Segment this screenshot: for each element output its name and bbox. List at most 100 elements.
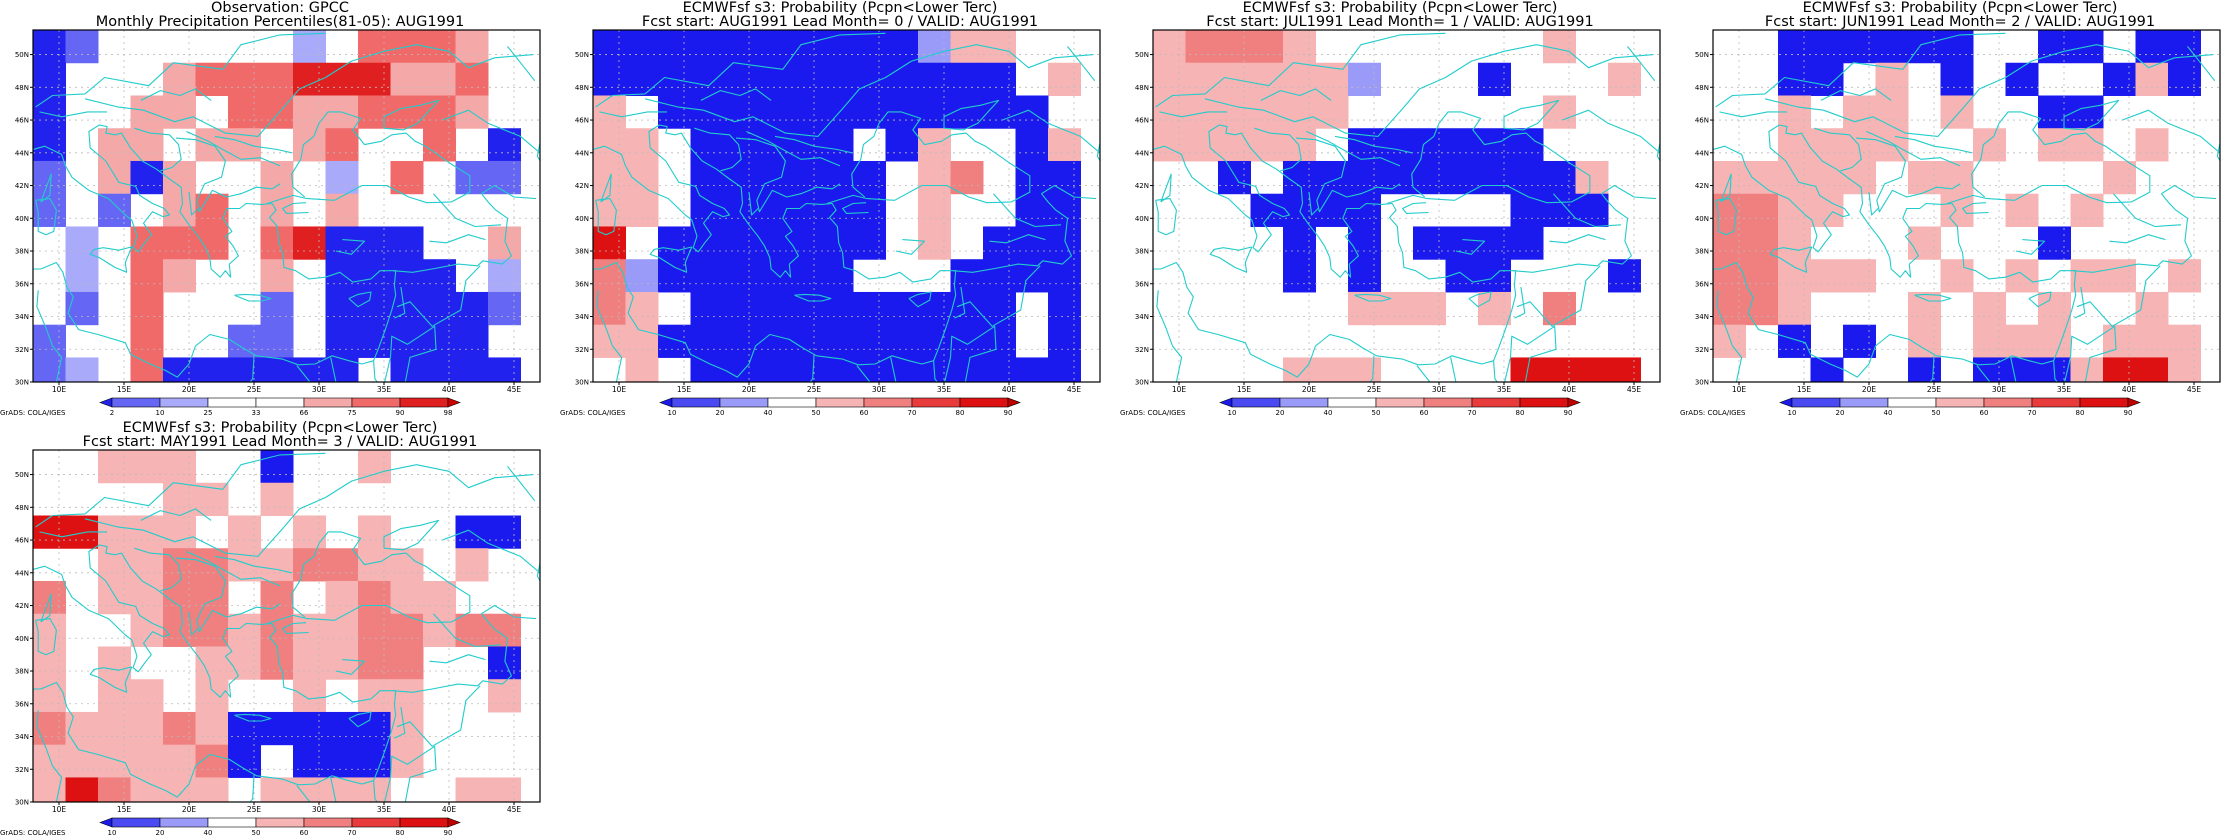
coastline <box>1468 291 1492 308</box>
grid-cell <box>1940 62 1974 96</box>
grid-cell <box>690 259 724 293</box>
coastline <box>89 666 133 693</box>
grid-cell <box>2168 259 2201 293</box>
grid-cell <box>163 95 196 129</box>
y-tick-label: 38N <box>1695 248 1709 256</box>
grid-cell <box>1713 259 1746 293</box>
grid-cell <box>423 613 456 647</box>
grid-cell <box>1348 160 1381 195</box>
coastline <box>1155 198 1177 236</box>
colorbar-label: 75 <box>348 409 357 417</box>
coastline <box>84 464 534 557</box>
colorbar-label: 80 <box>2076 409 2085 417</box>
coastline <box>249 775 255 802</box>
grid-cell <box>390 160 424 195</box>
grid-cell <box>1908 30 1941 64</box>
map-frame <box>1712 29 2221 383</box>
grid-cell <box>690 95 724 129</box>
grid-cell <box>593 128 626 162</box>
grid-cell <box>2103 357 2136 382</box>
coastline <box>895 239 926 255</box>
colorbar-segment <box>767 397 817 408</box>
grid-cell <box>755 226 789 260</box>
grid-cell <box>918 128 951 162</box>
x-tick-label: 15E <box>117 385 132 394</box>
grid-cell <box>390 744 424 778</box>
grid-cell <box>1843 30 1876 64</box>
grid-cell <box>983 259 1016 293</box>
colorbar-label: 10 <box>1788 409 1797 417</box>
coastline <box>39 111 108 118</box>
coastline <box>1254 127 1302 172</box>
grid-cell <box>293 646 326 680</box>
y-tick-label: 50N <box>15 51 29 59</box>
colorbar-segment <box>1935 397 1985 408</box>
coastline <box>735 137 841 213</box>
grid-cell <box>1608 357 1641 382</box>
grid-cell <box>820 62 854 96</box>
y-tick-label: 48N <box>575 84 589 92</box>
coastline <box>396 685 481 747</box>
y-tick-label: 38N <box>575 248 589 256</box>
grid-cell <box>488 777 521 802</box>
grid-cell <box>1543 291 1576 326</box>
grid-cell <box>1875 30 1909 64</box>
grid-cell <box>33 744 66 778</box>
x-tick-label: 35E <box>377 385 392 394</box>
coastline <box>36 710 63 802</box>
grid-cell <box>195 357 229 382</box>
panel-title: ECMWFsf s3: Probability (Pcpn<Lower Terc… <box>682 0 998 16</box>
grid-lines <box>1713 30 2220 382</box>
coastline <box>214 135 292 154</box>
x-tick-label: 20E <box>1302 385 1317 394</box>
coastline <box>186 130 281 167</box>
map-frame <box>32 449 541 803</box>
grid-cell <box>1445 128 1479 162</box>
colorbar-label: 40 <box>1884 409 1893 417</box>
coastline <box>1516 265 1601 327</box>
grid-cell <box>130 679 164 713</box>
coastline <box>1820 88 1892 101</box>
coastline <box>175 557 281 633</box>
colorbar-label: 20 <box>1836 409 1845 417</box>
grid-cell <box>1745 259 1779 293</box>
grid-cell <box>98 128 131 162</box>
grid-cell <box>455 548 489 582</box>
y-tick-label: 40N <box>15 635 29 643</box>
coastline <box>1160 173 1172 203</box>
x-tick-label: 40E <box>1562 385 1577 394</box>
coastline <box>2109 234 2166 244</box>
map-plot: 10E 15E 20E 25E 30E 35E 40E 45E 30N 32N 34N 36N 38N 4… <box>15 449 541 837</box>
grid-cell <box>1348 62 1381 96</box>
x-tick-label: 40E <box>442 385 457 394</box>
grid-cell <box>918 95 951 129</box>
shaded-cells <box>33 450 521 802</box>
panel-title: Observation: GPCC <box>210 0 350 16</box>
coastline <box>953 184 1097 273</box>
x-tick-label: 45E <box>507 385 522 394</box>
coastline <box>383 519 440 551</box>
panel-subtitle: Monthly Precipitation Percentiles(81-05)… <box>95 14 465 30</box>
grid-cell <box>625 160 659 195</box>
grid-cell <box>1973 128 2006 162</box>
grid-cell <box>918 324 951 358</box>
grid-cell <box>950 324 984 358</box>
colorbar: 10 20 40 50 60 70 80 90 <box>99 817 461 837</box>
grid-cell <box>390 62 424 96</box>
colorbar-label: 90 <box>396 409 405 417</box>
grads-credit: GrADS: COLA/IGES <box>560 409 626 417</box>
grid-cell <box>1185 30 1219 64</box>
grid-cell <box>390 95 424 129</box>
coastline <box>1450 357 1458 382</box>
coastline <box>296 365 311 382</box>
coastline <box>2187 46 2216 82</box>
colorbar-label: 60 <box>300 829 309 837</box>
coastline <box>296 785 311 802</box>
grid-cell <box>658 30 691 64</box>
grid-cell <box>293 128 326 162</box>
grid-cell <box>788 95 821 129</box>
grid-cell <box>853 160 886 195</box>
coastline <box>2076 265 2161 327</box>
grid-cell <box>163 357 196 382</box>
y-tick-label: 46N <box>575 117 589 125</box>
